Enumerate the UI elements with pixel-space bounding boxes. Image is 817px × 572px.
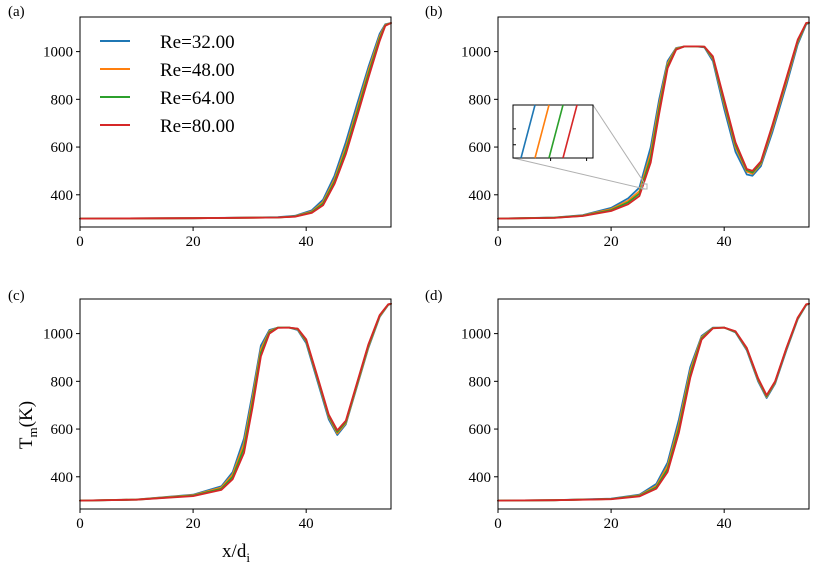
panel-label: (c) [8, 288, 25, 304]
x-tick-label: 20 [604, 234, 619, 250]
legend: Re=32.00 Re=48.00 Re=64.00 Re=80.00 [100, 32, 235, 137]
y-tick-label: 400 [51, 188, 74, 204]
series-line-re-32-00 [497, 302, 810, 502]
inset-frame [512, 104, 594, 159]
y-tick-label: 1000 [43, 327, 73, 343]
panel-label: (a) [8, 4, 25, 20]
panel-label: (d) [425, 288, 443, 304]
zoom-inset [512, 104, 648, 190]
y-tick-label: 600 [51, 422, 74, 438]
y-tick-label: 1000 [461, 45, 491, 61]
x-tick-label: 40 [299, 516, 314, 532]
series-line-re-32-00 [79, 22, 392, 220]
y-tick-label: 800 [51, 92, 74, 108]
x-tick-label: 40 [299, 234, 314, 250]
y-tick-label: 1000 [461, 327, 491, 343]
series-line-re-80-00 [497, 21, 810, 220]
x-tick-label: 20 [186, 516, 201, 532]
axes-frame [79, 298, 392, 510]
x-tick-label: 40 [717, 516, 732, 532]
y-axis-title: Tm(K) [16, 401, 40, 449]
inset-series-line [534, 104, 550, 159]
series-line-re-48-00 [497, 302, 810, 502]
axes-frame [497, 16, 810, 228]
x-tick-label: 0 [494, 234, 502, 250]
inset-series-line [548, 104, 564, 159]
series-line-re-80-00 [79, 22, 392, 220]
series-line-re-64-00 [497, 302, 810, 502]
series-line-re-80-00 [79, 302, 392, 502]
y-tick-label: 600 [469, 422, 492, 438]
panel-d: 0 20 40 400 600 800 1000 (d) [425, 288, 810, 532]
y-tick-label: 800 [469, 374, 492, 390]
x-tick-label: 40 [717, 234, 732, 250]
y-tick-label: 400 [469, 188, 492, 204]
axes-frame [497, 298, 810, 510]
x-axis-title: x/di [222, 541, 250, 565]
y-tick-label: 800 [51, 374, 74, 390]
y-tick-label: 400 [469, 470, 492, 486]
panel-b: 0 20 40 400 600 800 1000 (b) [425, 4, 810, 250]
x-tick-label: 20 [604, 516, 619, 532]
inset-series-line [520, 104, 536, 159]
legend-entry: Re=32.00 [160, 32, 235, 53]
zoom-connector [592, 104, 646, 185]
inset-series-line [562, 104, 578, 159]
x-tick-label: 20 [186, 234, 201, 250]
x-tick-label: 0 [76, 516, 84, 532]
y-tick-label: 600 [469, 140, 492, 156]
panel-label: (b) [425, 4, 443, 20]
y-tick-label: 1000 [43, 45, 73, 61]
x-tick-label: 0 [494, 516, 502, 532]
y-tick-label: 800 [469, 92, 492, 108]
series-line-re-48-00 [79, 22, 392, 220]
legend-entry: Re=48.00 [160, 60, 235, 81]
y-tick-label: 600 [51, 140, 74, 156]
series-line-re-64-00 [79, 22, 392, 220]
y-tick-label: 400 [51, 470, 74, 486]
axes-frame [79, 16, 392, 228]
panel-a: 0 20 40 400 600 800 1000 (a) [8, 4, 392, 250]
series-line-re-80-00 [497, 302, 810, 502]
legend-entry: Re=80.00 [160, 116, 235, 137]
zoom-region [641, 183, 648, 190]
x-tick-label: 0 [76, 234, 84, 250]
panel-c: 0 20 40 400 600 800 1000 (c) [8, 288, 392, 532]
legend-entry: Re=64.00 [160, 88, 235, 109]
zoom-connector [512, 157, 646, 190]
